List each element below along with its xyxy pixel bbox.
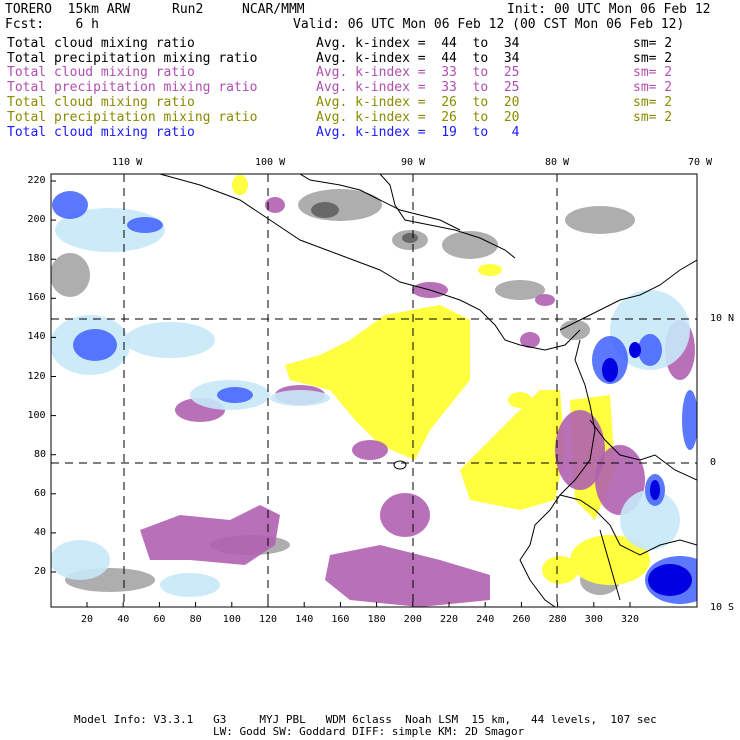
model-physics: LW: Godd SW: Goddard DIFF: simple KM: 2D…: [213, 725, 525, 738]
y-tick-label: 20: [34, 566, 47, 577]
cloud-fields: [51, 174, 697, 607]
legend-sm-5: sm= 2: [633, 95, 673, 110]
lon-label-90w: 90 W: [401, 157, 426, 168]
lat-label-10s: 10 S: [710, 602, 735, 613]
lon-label-110w: 110 W: [112, 157, 143, 168]
lon-label-80w: 80 W: [545, 157, 570, 168]
x-tick-label: 320: [621, 614, 640, 625]
x-tick-label: 60: [153, 614, 166, 625]
lat-label-10n: 10 N: [710, 313, 735, 324]
y-tick-label: 160: [27, 292, 46, 304]
lat-label-0: 0: [710, 457, 717, 468]
y-tick-label: 180: [27, 253, 46, 265]
legend-kindex-5: Avg. k-index = 26 to 20: [316, 95, 520, 110]
x-tick-label: 140: [295, 614, 314, 625]
legend-kindex-3: Avg. k-index = 33 to 25: [316, 65, 520, 80]
model-title: TORERO 15km ARW: [5, 2, 131, 17]
x-tick-label: 280: [548, 614, 567, 625]
dark-gray-cloud-field: [311, 202, 418, 243]
legend-sm-4: sm= 2: [633, 80, 673, 95]
x-tick-label: 20: [81, 614, 94, 625]
x-tick-label: 80: [189, 614, 202, 625]
x-tick-label: 180: [367, 614, 386, 625]
lon-label-70w: 70 W: [688, 157, 713, 168]
legend-kindex-1: Avg. k-index = 44 to 34: [316, 36, 520, 51]
x-tick-label: 220: [440, 614, 459, 625]
y-tick-label: 60: [34, 487, 47, 499]
init-time: Init: 00 UTC Mon 06 Feb 12: [507, 2, 711, 17]
x-tick-label: 240: [476, 614, 495, 625]
legend-field-7: Total cloud mixing ratio: [7, 125, 195, 140]
legend-sm-6: sm= 2: [633, 110, 673, 125]
x-tick-label: 160: [331, 614, 350, 625]
legend-field-5: Total cloud mixing ratio: [7, 95, 195, 110]
y-tick-label: 200: [27, 214, 46, 226]
legend-field-6: Total precipitation mixing ratio: [7, 110, 258, 125]
legend-kindex-4: Avg. k-index = 33 to 25: [316, 80, 520, 95]
legend-field-1: Total cloud mixing ratio: [7, 36, 195, 51]
lon-label-100w: 100 W: [255, 157, 286, 168]
y-tick-label: 40: [34, 526, 47, 538]
legend-field-2: Total precipitation mixing ratio: [7, 51, 258, 66]
x-tick-label: 120: [259, 614, 278, 625]
legend-kindex-7: Avg. k-index = 19 to 4: [316, 125, 520, 140]
coastlines: [159, 174, 697, 607]
x-tick-label: 40: [117, 614, 130, 625]
y-axis-ticks: [51, 180, 56, 573]
lat-lon-grid: [51, 174, 697, 607]
x-tick-label: 300: [584, 614, 603, 625]
legend-field-4: Total precipitation mixing ratio: [7, 80, 258, 95]
legend-kindex-2: Avg. k-index = 44 to 34: [316, 51, 520, 66]
dark-blue-cloud-field: [602, 342, 692, 596]
map-frame: [50, 173, 698, 608]
y-tick-label: 100: [27, 409, 46, 421]
y-tick-label: 220: [27, 175, 46, 186]
legend-field-3: Total cloud mixing ratio: [7, 65, 195, 80]
x-tick-label: 100: [222, 614, 241, 625]
legend-kindex-6: Avg. k-index = 26 to 20: [316, 110, 520, 125]
valid-time: Valid: 06 UTC Mon 06 Feb 12 (00 CST Mon …: [293, 17, 685, 32]
forecast-hour: Fcst: 6 h: [5, 17, 99, 32]
x-tick-label: 260: [512, 614, 531, 625]
legend-sm-2: sm= 2: [633, 51, 673, 66]
y-tick-label: 120: [27, 370, 46, 382]
x-tick-label: 200: [403, 614, 422, 625]
legend-sm-3: sm= 2: [633, 65, 673, 80]
model-info: Model Info: V3.3.1 G3 MYJ PBL WDM 6class…: [74, 713, 657, 726]
y-tick-label: 80: [34, 448, 47, 460]
y-tick-label: 140: [27, 331, 46, 343]
x-axis-ticks: [86, 602, 631, 607]
run-label: Run2: [172, 2, 204, 17]
legend-sm-1: sm= 2: [633, 36, 673, 51]
org-label: NCAR/MMM: [242, 2, 305, 17]
